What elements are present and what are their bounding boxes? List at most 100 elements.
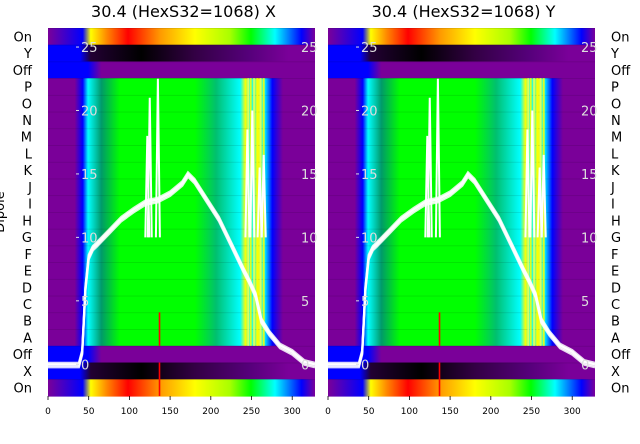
overlay-tick-label: 10 <box>361 231 378 246</box>
row-separator <box>328 94 595 96</box>
overlay-tick-label: 25 <box>301 41 318 56</box>
row-label: I <box>611 198 615 213</box>
overlay-tick-label: 0 <box>361 358 369 373</box>
row-separator <box>328 295 595 297</box>
row-label: I <box>28 198 32 213</box>
heatmap-row <box>328 61 595 79</box>
row-separator <box>48 278 315 280</box>
row-label: C <box>611 298 620 313</box>
row-label: L <box>25 147 33 162</box>
row-separator <box>328 362 595 364</box>
row-separator <box>48 362 315 364</box>
heatmap-row <box>48 78 315 96</box>
heatmap-row <box>328 78 595 96</box>
row-label: L <box>611 147 619 162</box>
overlay-spike <box>536 167 543 238</box>
row-separator <box>48 212 315 213</box>
x-tick-label: 100 <box>401 407 418 417</box>
x-tick-label: 0 <box>45 407 51 417</box>
row-label: M <box>611 131 622 146</box>
overlay-tick-label: 5 <box>361 295 369 310</box>
row-label: X <box>23 365 32 380</box>
heatmap-stripe <box>158 362 161 396</box>
row-separator <box>328 44 595 46</box>
panel-y: 0 0 5 5 10 10 15 15 20 20 25 25 On Y Off PONMLKJIHGFEDC… <box>325 2 631 417</box>
overlay-spike <box>260 154 267 238</box>
heatmap-row <box>48 44 315 63</box>
row-label: G <box>611 231 621 246</box>
overlay-tick-label: 15 <box>301 168 318 183</box>
heatmap-row <box>328 379 595 397</box>
row-separator <box>48 245 315 247</box>
heatmap-row <box>48 362 315 380</box>
heatmap-row <box>328 195 595 213</box>
heatmap-row <box>328 145 595 163</box>
heatmap-row <box>48 278 315 297</box>
heatmap-stripe <box>536 78 539 346</box>
row-label: A <box>611 331 620 346</box>
overlay-spike <box>256 167 263 238</box>
row-label: O <box>611 97 621 112</box>
overlay-spike <box>540 154 547 238</box>
row-separator <box>328 178 595 180</box>
overlay-tick-label: 20 <box>581 104 598 119</box>
row-separator <box>48 111 315 113</box>
overlay-spike <box>244 129 251 238</box>
row-label: Off <box>13 64 33 79</box>
heatmap-row <box>328 362 595 380</box>
row-label: N <box>611 114 621 129</box>
heatmap-stripe <box>262 78 265 346</box>
heatmap-row <box>328 278 595 297</box>
row-separator <box>48 145 315 146</box>
row-separator <box>328 78 595 79</box>
x-tick-label: 150 <box>162 407 179 417</box>
row-separator <box>48 262 315 263</box>
row-separator <box>328 28 595 29</box>
row-separator <box>48 228 315 230</box>
heatmap-row <box>48 345 315 364</box>
row-separator <box>48 44 315 46</box>
overlay-tick-label: 10 <box>581 231 598 246</box>
row-separator <box>328 379 595 381</box>
row-label: On <box>14 382 32 397</box>
row-separator <box>48 379 315 381</box>
heatmap-row <box>328 44 595 63</box>
x-tick-label: 50 <box>363 407 375 417</box>
overlay-tick-label: 5 <box>301 295 309 310</box>
overlay-tick-label: 20 <box>361 104 378 119</box>
row-label: Off <box>611 348 631 363</box>
overlay-spike <box>524 129 531 238</box>
heatmap-stripe <box>256 78 259 346</box>
row-label: K <box>23 164 32 179</box>
row-label: H <box>611 214 621 229</box>
row-label: K <box>611 164 620 179</box>
row-label: H <box>22 214 32 229</box>
overlay-tick-label: 20 <box>81 104 98 119</box>
overlay-tick-label: 5 <box>81 295 89 310</box>
row-separator <box>328 195 595 197</box>
overlay-tick-label: 0 <box>81 358 89 373</box>
x-tick-label: 0 <box>325 407 331 417</box>
row-separator <box>48 312 315 314</box>
heatmap-row <box>48 128 315 146</box>
row-label: N <box>22 114 32 129</box>
x-tick-label: 100 <box>121 407 138 417</box>
x-tick-label: 50 <box>83 407 95 417</box>
row-separator <box>328 345 595 347</box>
row-separator <box>328 61 595 63</box>
overlay-tick-label: 10 <box>301 231 318 246</box>
row-separator <box>48 78 315 79</box>
overlay-tick-label: 5 <box>581 295 589 310</box>
row-separator <box>328 145 595 146</box>
row-separator <box>328 212 595 213</box>
x-tick-label: 200 <box>482 407 499 417</box>
x-tick-label: 300 <box>284 407 301 417</box>
x-tick-label: 250 <box>523 407 540 417</box>
panel-title: 30.4 (HexS32=1068) X <box>91 2 276 21</box>
heatmap-row <box>48 145 315 163</box>
heatmap-row <box>48 61 315 79</box>
row-separator <box>328 128 595 130</box>
row-label: G <box>22 231 32 246</box>
